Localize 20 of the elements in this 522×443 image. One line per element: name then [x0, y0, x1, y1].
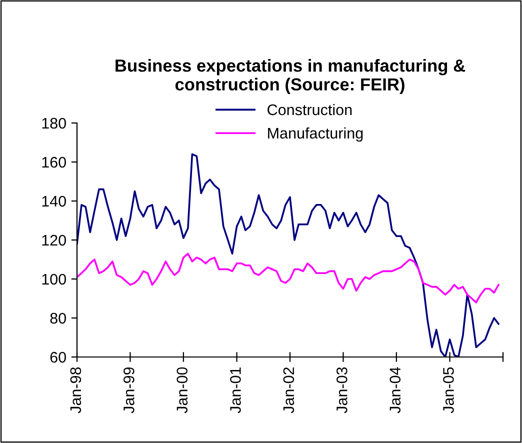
x-tick-label: Jan-02	[283, 367, 294, 414]
y-tick-label: 80	[50, 312, 66, 324]
x-tick-label: Jan-98	[70, 367, 82, 414]
x-tick-label: Jan-04	[390, 367, 401, 414]
y-tick-label: 160	[42, 156, 66, 168]
x-tick-label: Jan-99	[123, 367, 134, 414]
line-series	[77, 252, 500, 304]
x-tick-label: Jan-01	[230, 367, 241, 414]
legend-label: Manufacturing	[268, 127, 363, 142]
chart-title: Business expectations in manufacturing & construction (Source: FEIR)	[116, 59, 466, 94]
line-series	[77, 153, 500, 357]
x-tick-label: Jan-03	[336, 367, 348, 414]
y-tick-label: 180	[42, 118, 66, 129]
y-tick-label: 140	[42, 196, 66, 207]
y-tick-label: 100	[42, 274, 66, 285]
x-tick-label: Jan-05	[443, 367, 454, 414]
y-tick-label: 60	[50, 352, 66, 363]
y-tick-label: 120	[42, 234, 66, 246]
x-tick-label: Jan-00	[176, 367, 188, 414]
legend-label: Construction	[268, 104, 352, 116]
